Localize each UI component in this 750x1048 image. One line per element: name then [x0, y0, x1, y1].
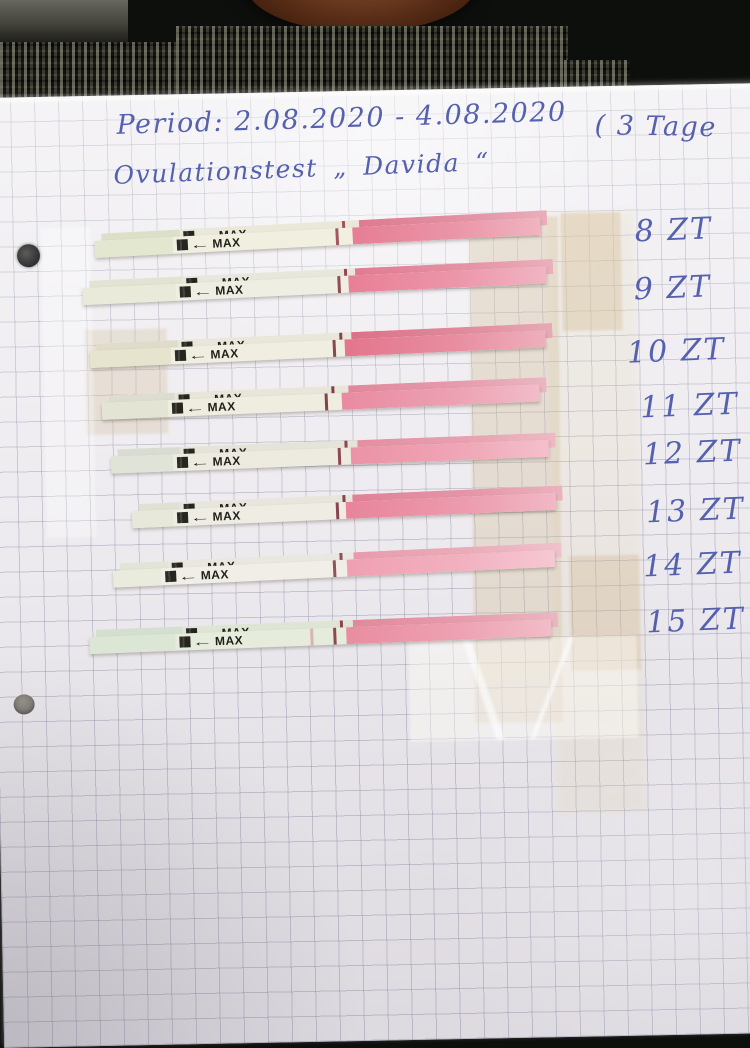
page-dark-shading — [0, 610, 406, 1048]
max-marker-block — [176, 511, 189, 524]
max-marker-block — [171, 401, 184, 415]
max-arrow-icon: ← — [192, 283, 214, 299]
test-strip-row: ←MAX ←MAX — [94, 210, 548, 260]
max-marker-block — [176, 456, 189, 469]
max-marker-block — [174, 349, 187, 362]
tape-piece — [568, 554, 642, 671]
cycle-day-label: 11 ZT — [639, 386, 740, 426]
test-strip-row: ←MAX ←MAX — [89, 323, 553, 370]
max-marker-block — [176, 238, 189, 252]
max-label: ←MAX — [189, 453, 241, 469]
tape-piece — [408, 635, 639, 742]
max-marker-block — [179, 635, 191, 649]
test-strip-row: ←MAX ←MAX — [110, 432, 556, 476]
control-line — [324, 393, 329, 411]
max-arrow-icon: ← — [177, 568, 200, 584]
cycle-day-label: 9 ZT — [633, 269, 712, 308]
test-strip-row: ←MAX ←MAX — [101, 377, 547, 422]
max-arrow-icon: ← — [187, 347, 210, 363]
control-line — [337, 276, 342, 294]
max-text: MAX — [211, 234, 241, 251]
cycle-day-label: 14 ZT — [642, 545, 743, 585]
page-light-shading — [427, 681, 750, 1048]
test-line-faint — [310, 628, 314, 646]
max-text: MAX — [214, 632, 244, 648]
control-line — [333, 627, 337, 645]
control-line — [332, 560, 337, 578]
test-strip-row: ←MAX ←MAX — [112, 542, 562, 590]
tape-piece — [468, 216, 563, 724]
control-line — [337, 447, 342, 465]
test-strip-row: ←MAX ←MAX — [82, 259, 554, 307]
max-label: ←MAX — [187, 345, 239, 362]
max-text: MAX — [212, 453, 241, 469]
cycle-day-label: 12 ZT — [642, 433, 743, 473]
strip-handle — [89, 347, 172, 369]
punch-hole — [16, 243, 41, 268]
max-label: ←MAX — [178, 566, 230, 583]
cycle-day-label: 13 ZT — [645, 491, 746, 531]
max-text: MAX — [200, 566, 230, 583]
strip-handle — [101, 400, 169, 420]
max-marker-block — [179, 285, 192, 299]
period-duration-note: ( 3 Tage — [594, 110, 718, 144]
strip-handle — [110, 454, 174, 474]
test-strip-row: ←MAX ←MAX — [131, 485, 563, 530]
strip-handle — [94, 236, 174, 258]
max-marker-block — [164, 570, 177, 583]
table-highlight — [0, 0, 128, 42]
max-label: ←MAX — [184, 398, 236, 415]
max-text: MAX — [210, 345, 239, 362]
control-line — [335, 228, 340, 246]
control-line — [332, 339, 337, 358]
max-arrow-icon: ← — [189, 236, 212, 252]
test-brand-note: Ovulationstest „ Davida “ — [113, 147, 491, 190]
tape-piece — [40, 227, 97, 538]
graph-paper-page: Period: 2.08.2020 - 4.08.2020 ( 3 Tage O… — [0, 82, 750, 1048]
max-arrow-icon: ← — [184, 399, 207, 415]
max-arrow-icon: ← — [189, 509, 212, 525]
strip-handle — [112, 568, 162, 588]
punch-hole — [13, 694, 35, 715]
strip-handle — [131, 509, 174, 529]
max-arrow-icon: ← — [191, 633, 214, 649]
test-strip-row: ←MAX ←MAX — [89, 612, 559, 656]
period-date-note: Period: 2.08.2020 - 4.08.2020 — [116, 96, 568, 141]
strip-handle — [82, 283, 177, 306]
max-label: ←MAX — [192, 632, 244, 649]
max-text: MAX — [214, 282, 244, 298]
control-line — [335, 502, 340, 520]
max-label: ←MAX — [189, 234, 241, 252]
cycle-day-label: 10 ZT — [626, 331, 727, 371]
cycle-day-label: 15 ZT — [645, 601, 746, 641]
photo-ovulation-test-log: { "handwriting": { "title_left": "Period… — [0, 0, 750, 1000]
max-text: MAX — [212, 508, 242, 524]
max-label: ←MAX — [192, 282, 244, 298]
max-arrow-icon: ← — [189, 454, 212, 470]
tape-discoloration — [546, 211, 646, 814]
strip-handle — [89, 633, 176, 655]
max-text: MAX — [207, 398, 236, 414]
tape-piece — [560, 211, 623, 331]
max-label: ←MAX — [189, 508, 242, 524]
cycle-day-label: 8 ZT — [633, 211, 713, 250]
